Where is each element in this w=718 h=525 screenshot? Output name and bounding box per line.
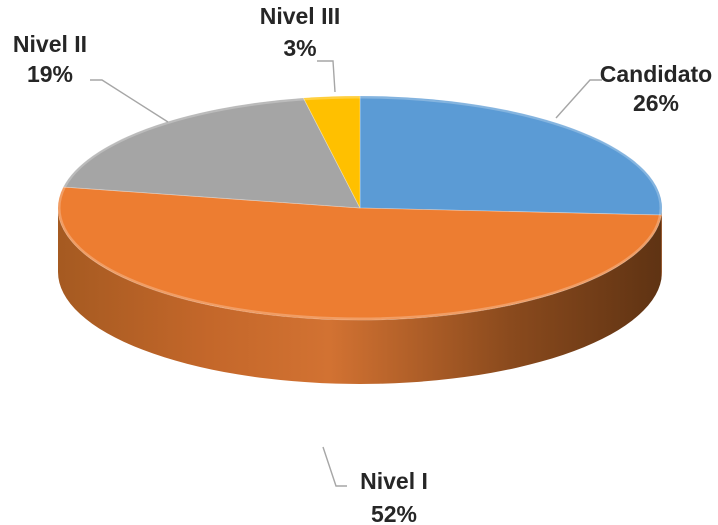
slice-nivel-iii [302, 95, 361, 209]
category-label-nivel-i: Nivel I [360, 468, 428, 494]
slice-nivel-i [57, 186, 662, 321]
leader-line-candidato [555, 79, 602, 119]
leader-lines [90, 60, 602, 487]
value-label-nivel-ii: 19% [27, 61, 73, 87]
value-label-candidato: 26% [633, 90, 679, 116]
slice-side-candidato [661, 208, 662, 280]
slice-nivel-ii [62, 97, 361, 209]
pie-rim-highlight [58, 96, 662, 320]
pie-top-layer [57, 95, 663, 321]
pie-side-layer [58, 208, 662, 384]
category-label-nivel-ii: Nivel II [13, 31, 87, 57]
leader-line-nivel-ii [90, 79, 169, 123]
value-label-nivel-i: 52% [371, 501, 417, 525]
value-label-nivel-iii: 3% [283, 35, 316, 61]
slice-side-nivel-i [58, 208, 662, 384]
leader-line-nivel-i [322, 446, 347, 487]
slice-candidato [359, 95, 663, 216]
category-label-nivel-iii: Nivel III [260, 3, 341, 29]
leader-line-nivel-iii [317, 60, 336, 93]
data-labels: Candidato 26% Nivel I 52% Nivel II 19% Nivel I… [13, 3, 712, 525]
category-label-candidato: Candidato [600, 61, 712, 87]
